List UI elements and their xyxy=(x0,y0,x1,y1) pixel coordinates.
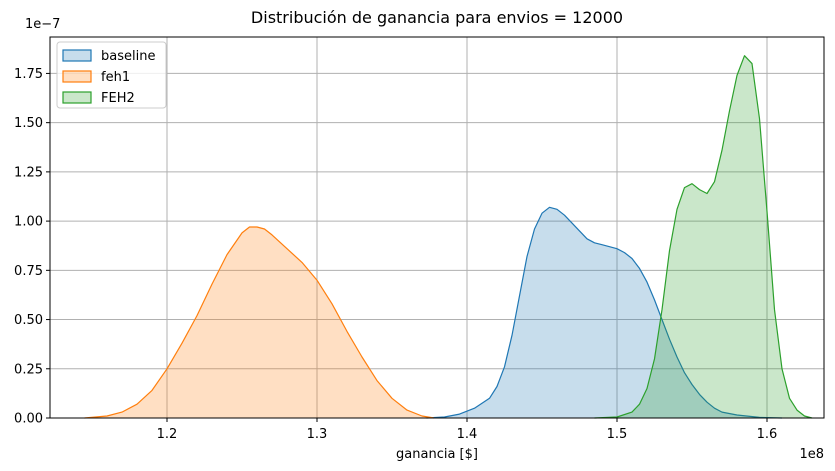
x-tick-label: 1.6 xyxy=(757,427,778,442)
y-tick-label: 0.25 xyxy=(14,362,43,377)
x-axis-offset-label: 1e8 xyxy=(799,447,824,462)
density-line-baseline xyxy=(426,206,783,419)
density-line-feh1 xyxy=(84,226,435,419)
y-axis-offset-label: 1e−7 xyxy=(25,17,60,32)
legend-swatch-feh2 xyxy=(62,91,92,104)
x-tick-label: 1.4 xyxy=(457,427,478,442)
axis-ticks: 1.2 1.3 1.4 1.5 1.6 0.00 0.25 0.50 0.75 1.00 1.25 1… xyxy=(14,67,777,442)
y-tick-label: 0.75 xyxy=(14,264,43,279)
x-tick-label: 1.2 xyxy=(157,427,178,442)
y-tick-label: 0.50 xyxy=(14,313,43,328)
density-area-feh2 xyxy=(594,55,812,418)
legend-label-feh2: FEH2 xyxy=(101,91,135,106)
plot-area-frame xyxy=(49,36,825,419)
y-tick-label: 0.00 xyxy=(14,412,43,427)
legend-swatch-feh1 xyxy=(62,70,92,83)
legend-swatch-baseline xyxy=(62,49,92,62)
y-tick-label: 1.75 xyxy=(14,67,43,82)
series-layer xyxy=(84,55,813,419)
x-tick-label: 1.5 xyxy=(607,427,628,442)
y-tick-label: 1.00 xyxy=(14,215,43,230)
density-area-feh1 xyxy=(84,227,434,418)
density-line-feh2 xyxy=(594,55,813,419)
x-axis-label: ganancia [$] xyxy=(396,447,478,462)
y-tick-label: 1.25 xyxy=(14,165,43,180)
x-tick-label: 1.3 xyxy=(307,427,328,442)
y-tick-label: 1.50 xyxy=(14,116,43,131)
legend: baseline feh1 FEH2 xyxy=(56,41,167,109)
density-area-baseline xyxy=(426,207,782,418)
legend-label-feh1: feh1 xyxy=(101,70,130,85)
legend-label-baseline: baseline xyxy=(101,49,155,64)
chart-title: Distribución de ganancia para envios = 1… xyxy=(251,8,623,27)
